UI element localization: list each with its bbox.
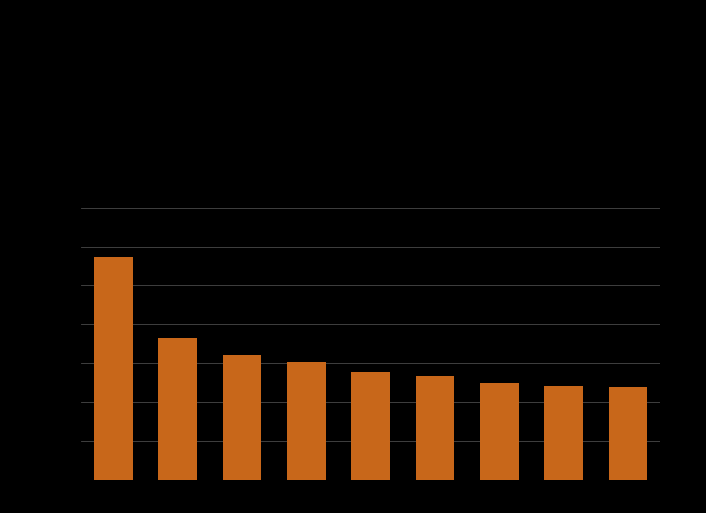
Bar — [158, 338, 197, 480]
Bar — [94, 257, 133, 480]
Bar — [352, 371, 390, 480]
Bar — [480, 383, 519, 480]
Bar — [416, 376, 454, 480]
Bar — [222, 354, 261, 480]
Bar — [609, 387, 647, 480]
Bar — [544, 386, 583, 480]
Bar — [287, 362, 325, 480]
